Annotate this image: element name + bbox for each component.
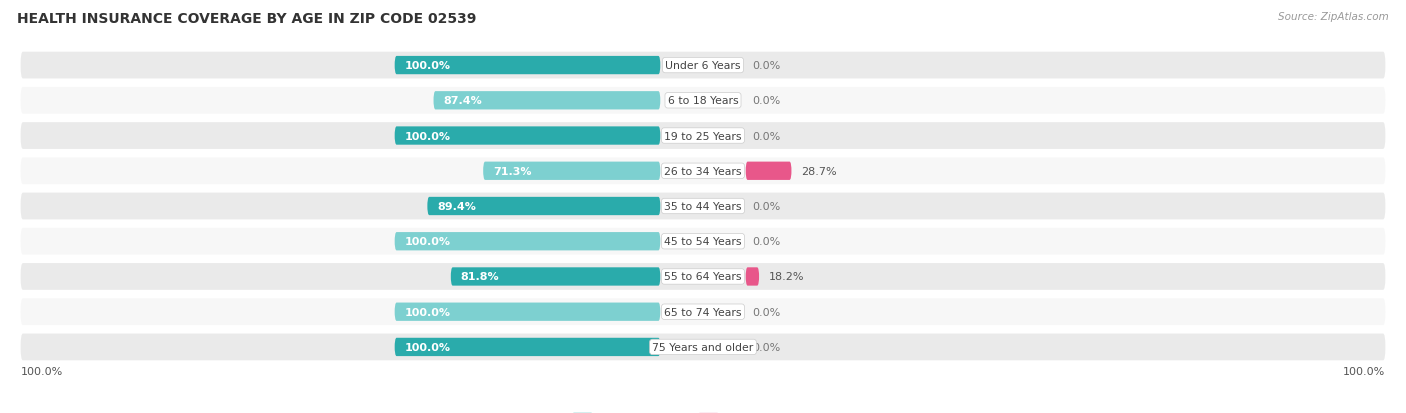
FancyBboxPatch shape [395,338,661,356]
Text: 19 to 25 Years: 19 to 25 Years [664,131,742,141]
Text: 0.0%: 0.0% [752,96,780,106]
Text: 100.0%: 100.0% [405,237,450,247]
Text: 100.0%: 100.0% [405,131,450,141]
FancyBboxPatch shape [484,162,661,180]
FancyBboxPatch shape [21,88,1385,114]
Text: 0.0%: 0.0% [752,202,780,211]
FancyBboxPatch shape [395,303,661,321]
Text: 0.0%: 0.0% [752,307,780,317]
Text: Source: ZipAtlas.com: Source: ZipAtlas.com [1278,12,1389,22]
Text: 100.0%: 100.0% [405,61,450,71]
Text: 75 Years and older: 75 Years and older [652,342,754,352]
Text: 6 to 18 Years: 6 to 18 Years [668,96,738,106]
Text: HEALTH INSURANCE COVERAGE BY AGE IN ZIP CODE 02539: HEALTH INSURANCE COVERAGE BY AGE IN ZIP … [17,12,477,26]
Legend: With Coverage, Without Coverage: With Coverage, Without Coverage [572,412,834,413]
FancyBboxPatch shape [395,57,661,75]
Text: 55 to 64 Years: 55 to 64 Years [664,272,742,282]
Text: 71.3%: 71.3% [494,166,531,176]
Text: 0.0%: 0.0% [752,237,780,247]
Text: 45 to 54 Years: 45 to 54 Years [664,237,742,247]
FancyBboxPatch shape [21,299,1385,325]
Text: 87.4%: 87.4% [443,96,482,106]
FancyBboxPatch shape [21,193,1385,220]
FancyBboxPatch shape [21,263,1385,290]
FancyBboxPatch shape [395,127,661,145]
FancyBboxPatch shape [21,334,1385,361]
Text: 65 to 74 Years: 65 to 74 Years [664,307,742,317]
Text: 81.8%: 81.8% [461,272,499,282]
FancyBboxPatch shape [745,268,759,286]
Text: 89.4%: 89.4% [437,202,477,211]
FancyBboxPatch shape [427,197,661,216]
Text: Under 6 Years: Under 6 Years [665,61,741,71]
FancyBboxPatch shape [395,233,661,251]
Text: 18.2%: 18.2% [769,272,804,282]
Text: 100.0%: 100.0% [21,366,63,376]
Text: 28.7%: 28.7% [801,166,837,176]
FancyBboxPatch shape [745,162,792,180]
Text: 35 to 44 Years: 35 to 44 Years [664,202,742,211]
Text: 26 to 34 Years: 26 to 34 Years [664,166,742,176]
FancyBboxPatch shape [21,228,1385,255]
FancyBboxPatch shape [21,123,1385,150]
FancyBboxPatch shape [433,92,661,110]
Text: 100.0%: 100.0% [405,342,450,352]
Text: 0.0%: 0.0% [752,61,780,71]
FancyBboxPatch shape [21,158,1385,185]
Text: 100.0%: 100.0% [1343,366,1385,376]
Text: 100.0%: 100.0% [405,307,450,317]
FancyBboxPatch shape [451,268,661,286]
Text: 0.0%: 0.0% [752,131,780,141]
FancyBboxPatch shape [21,52,1385,79]
Text: 0.0%: 0.0% [752,342,780,352]
